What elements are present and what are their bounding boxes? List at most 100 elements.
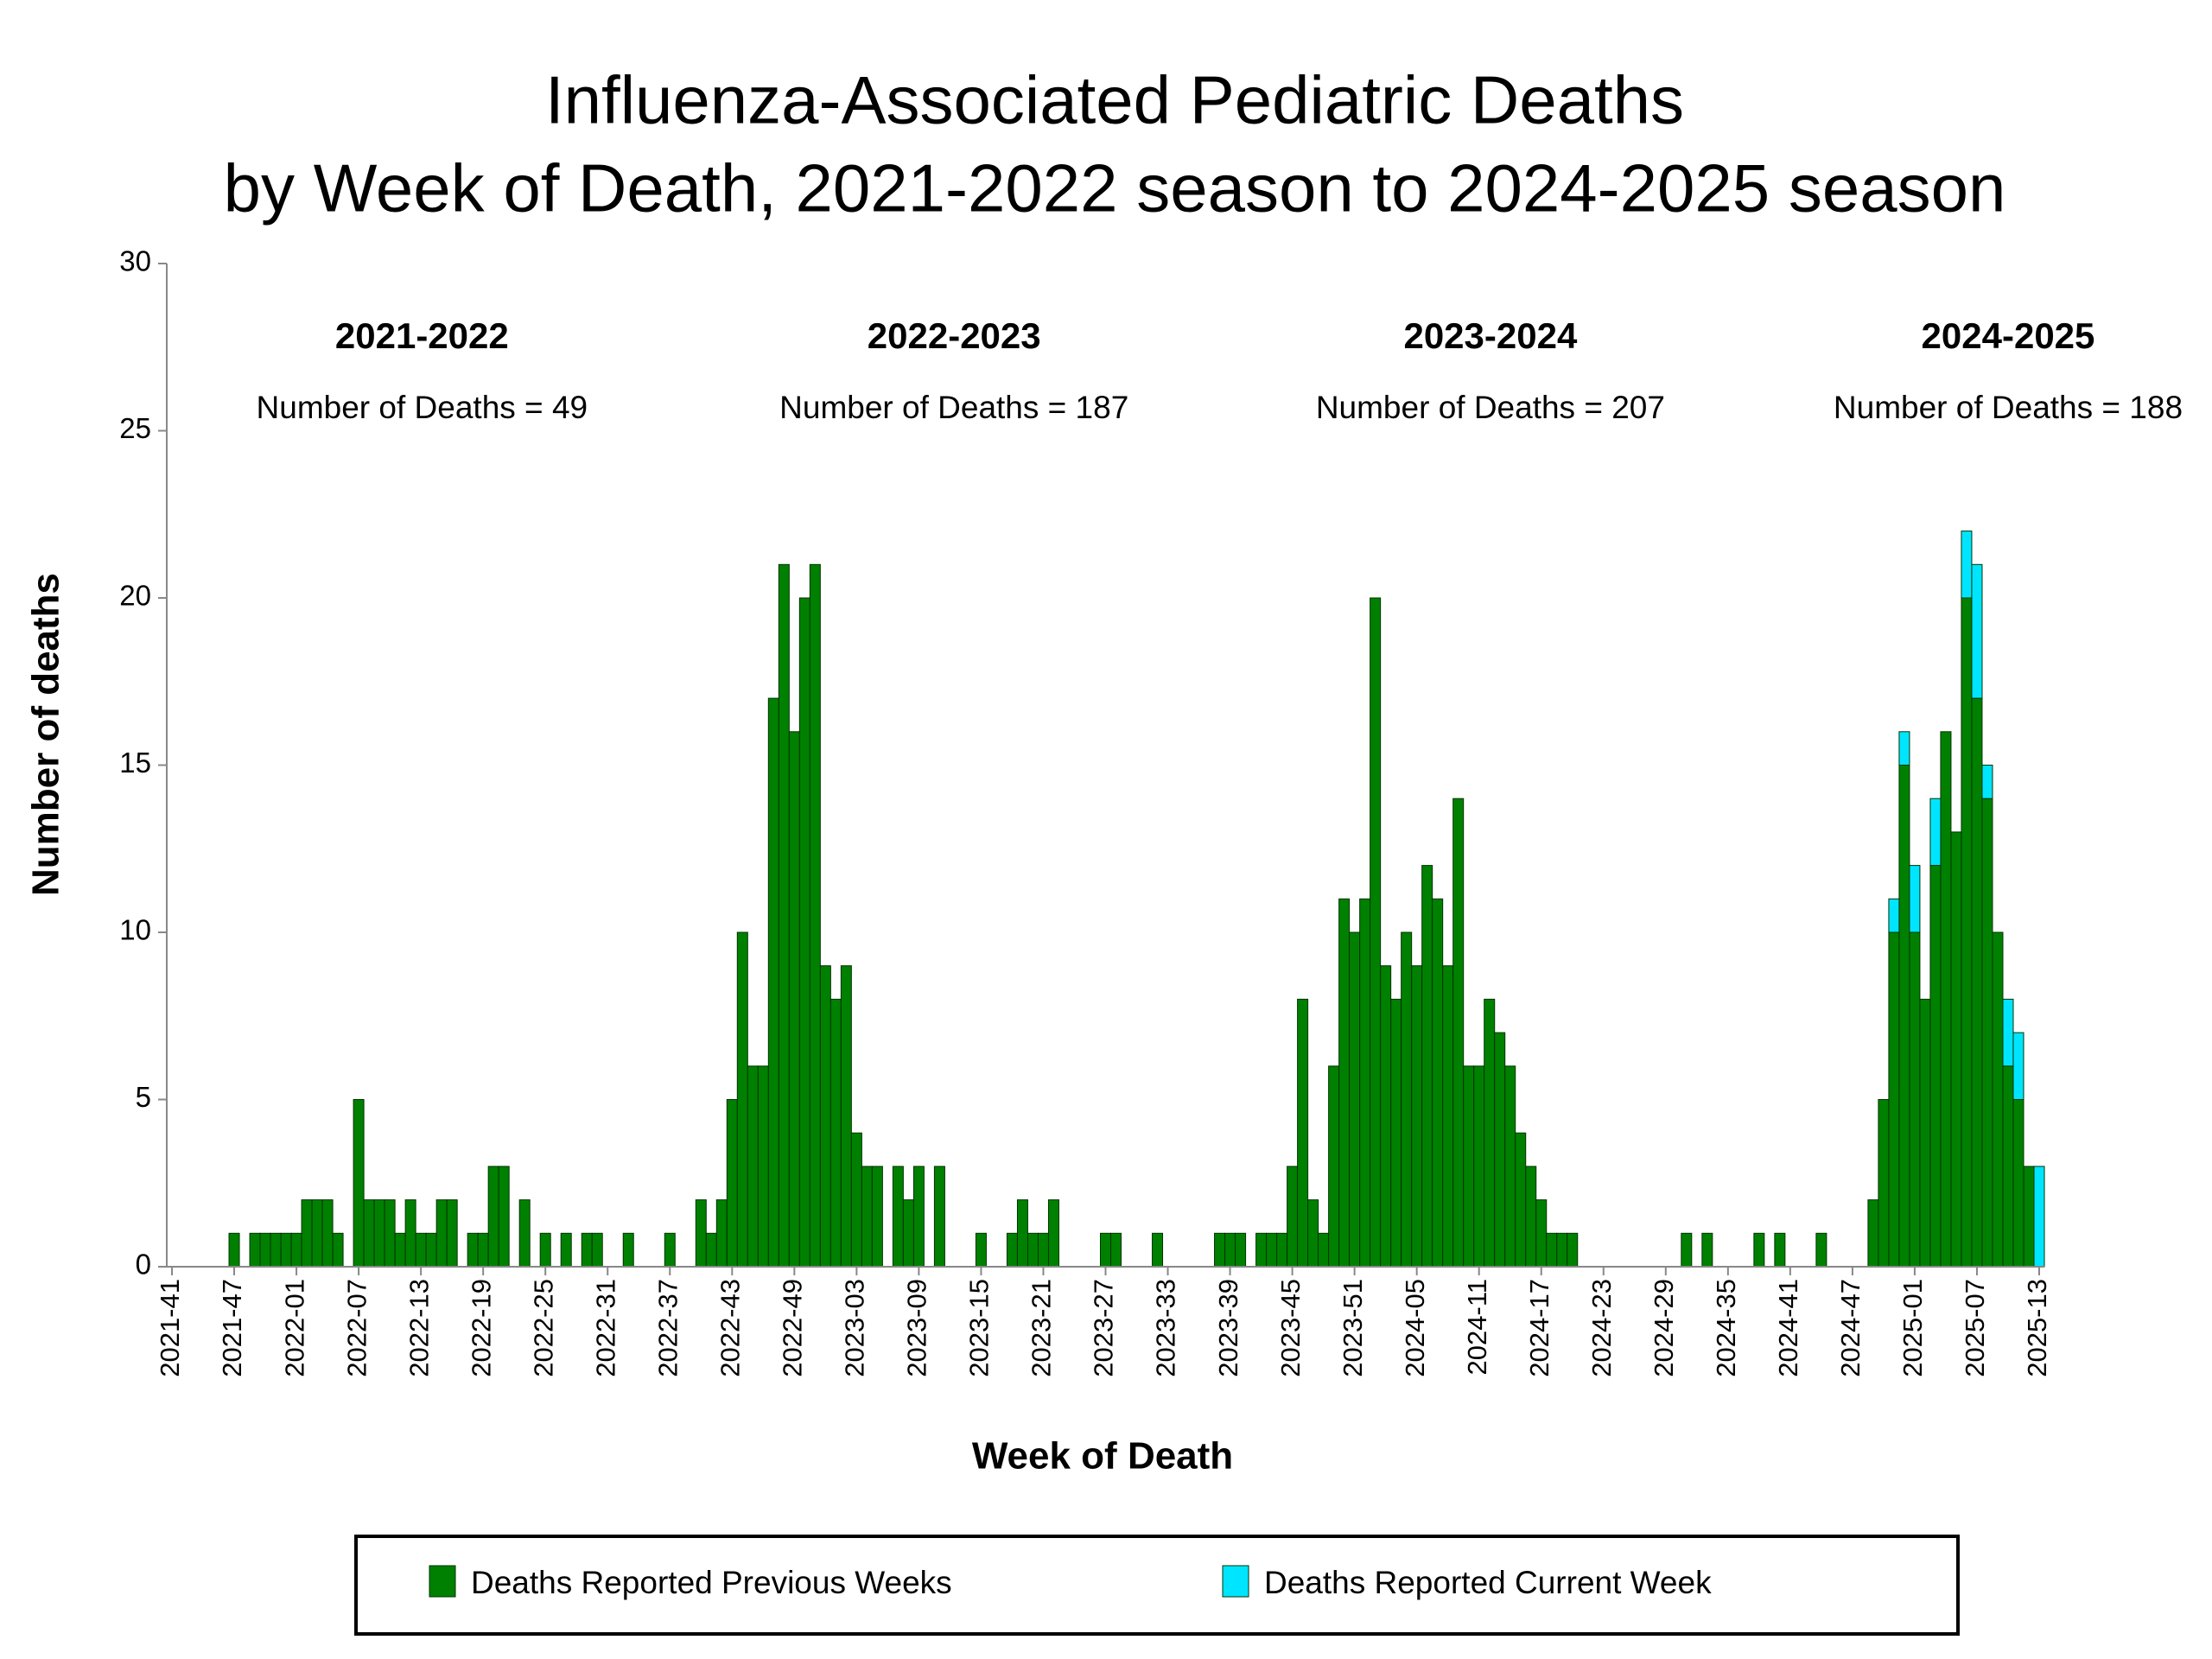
annotation-text: Number of Deaths = 188 (1834, 390, 2183, 425)
bar (2002, 998, 2014, 1067)
y-tick-label: 5 (136, 1081, 151, 1113)
x-tick-label: 2022-37 (652, 1279, 683, 1377)
bar (1349, 931, 1361, 1268)
bar (1961, 531, 1973, 599)
x-tick-label: 2023-15 (964, 1279, 995, 1377)
bar (1099, 1232, 1112, 1268)
y-tick-label: 15 (119, 747, 151, 779)
bar (1961, 597, 1973, 1268)
bar (1338, 898, 1351, 1268)
bar (736, 931, 748, 1268)
bar (487, 1166, 499, 1268)
bar (705, 1232, 717, 1268)
bar (384, 1199, 396, 1268)
bar (1919, 998, 1931, 1268)
annotation-text: Number of Deaths = 49 (257, 390, 588, 425)
bar (1214, 1232, 1226, 1268)
y-axis-title: Number of deaths (25, 573, 67, 896)
x-tick-label: 2023-21 (1027, 1279, 1057, 1377)
bar (1888, 898, 1900, 933)
bar (1484, 998, 1496, 1268)
bar (1442, 965, 1454, 1268)
bar (1567, 1232, 1579, 1268)
bar (871, 1166, 883, 1268)
x-tick-label: 2024-17 (1524, 1279, 1554, 1377)
y-tick-label: 10 (119, 914, 151, 946)
bar (2023, 1166, 2035, 1268)
bar (415, 1232, 427, 1268)
bar (1473, 1065, 1485, 1268)
bar (539, 1232, 551, 1268)
bar (840, 965, 852, 1268)
bar (467, 1232, 479, 1268)
x-tick-label: 2024-23 (1586, 1279, 1617, 1377)
annotation-text: Number of Deaths = 187 (779, 390, 1128, 425)
bar (1504, 1065, 1516, 1268)
x-tick-label: 2025-01 (1897, 1279, 1928, 1377)
bar (518, 1199, 531, 1268)
bar (1224, 1232, 1236, 1268)
x-tick-label: 2021-47 (217, 1279, 247, 1377)
bar (353, 1099, 365, 1268)
bar (1463, 1065, 1475, 1268)
x-tick-label: 2022-19 (466, 1279, 496, 1377)
bar (290, 1232, 302, 1268)
x-tick-label: 2022-07 (341, 1279, 372, 1377)
x-tick-label: 2024-35 (1711, 1279, 1741, 1377)
bar (747, 1065, 759, 1268)
bar (892, 1166, 904, 1268)
bar (1535, 1199, 1548, 1268)
bar (1494, 1032, 1506, 1268)
bar (798, 597, 810, 1268)
x-tick-label: 2022-43 (715, 1279, 745, 1377)
legend-label: Deaths Reported Current Week (1264, 1565, 1712, 1600)
legend-swatch (1222, 1565, 1249, 1598)
bar (1888, 931, 1900, 1268)
bar (830, 998, 842, 1268)
bar (1992, 931, 2004, 1268)
bar (1016, 1199, 1028, 1268)
annotation-title: 2022-2023 (868, 315, 1041, 356)
bar (404, 1199, 416, 1268)
x-tick-label: 2023-27 (1089, 1279, 1119, 1377)
bar (1411, 965, 1423, 1268)
x-tick-label: 2025-13 (2022, 1279, 2052, 1377)
bar (332, 1232, 344, 1268)
bar (902, 1199, 914, 1268)
bar (270, 1232, 282, 1268)
bar (1359, 898, 1371, 1268)
annotation-title: 2024-2025 (1922, 315, 2095, 356)
bar (1774, 1232, 1786, 1268)
bar (581, 1232, 593, 1268)
bar (446, 1199, 458, 1268)
x-tick-label: 2023-03 (840, 1279, 870, 1377)
x-tick-label: 2021-41 (155, 1279, 185, 1377)
bar (1515, 1132, 1527, 1268)
x-tick-label: 2024-41 (1773, 1279, 1803, 1377)
x-tick-label: 2022-25 (528, 1279, 558, 1377)
legend-swatch (429, 1565, 456, 1598)
x-tick-label: 2023-45 (1275, 1279, 1306, 1377)
chart-title: by Week of Death, 2021-2022 season to 20… (224, 150, 2006, 226)
x-axis-title: Week of Death (972, 1435, 1233, 1478)
x-tick-label: 2023-09 (902, 1279, 932, 1377)
x-tick-label: 2023-51 (1338, 1279, 1368, 1377)
bar (1110, 1232, 1122, 1268)
bar (1701, 1232, 1713, 1268)
x-tick-label: 2024-29 (1649, 1279, 1679, 1377)
bar (1909, 931, 1921, 1268)
bar (778, 563, 790, 1268)
bar (1380, 965, 1392, 1268)
bar (1328, 1065, 1340, 1268)
bar (321, 1199, 334, 1268)
bar (809, 563, 821, 1268)
chart-title: Influenza-Associated Pediatric Deaths (545, 62, 1684, 138)
bar (2002, 1065, 2014, 1268)
bar (425, 1232, 437, 1268)
bar (767, 697, 779, 1268)
bar (280, 1232, 292, 1268)
bar (1681, 1232, 1693, 1268)
bar (1556, 1232, 1568, 1268)
